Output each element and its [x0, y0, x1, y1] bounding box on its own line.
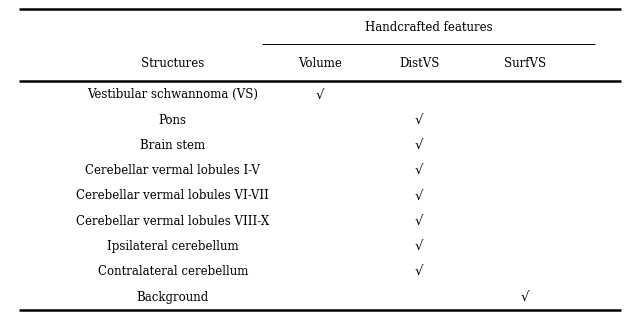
Text: Ipsilateral cerebellum: Ipsilateral cerebellum — [107, 240, 239, 253]
Text: √: √ — [415, 113, 424, 127]
Text: Pons: Pons — [159, 113, 187, 127]
Text: Contralateral cerebellum: Contralateral cerebellum — [98, 265, 248, 278]
Text: Brain stem: Brain stem — [140, 139, 205, 152]
Text: Structures: Structures — [141, 58, 204, 70]
Text: √: √ — [415, 240, 424, 253]
Text: √: √ — [415, 139, 424, 152]
Text: Handcrafted features: Handcrafted features — [365, 21, 493, 34]
Text: √: √ — [415, 265, 424, 278]
Text: Vestibular schwannoma (VS): Vestibular schwannoma (VS) — [87, 88, 259, 101]
Text: Volume: Volume — [298, 58, 342, 70]
Text: √: √ — [316, 88, 324, 101]
Text: √: √ — [415, 189, 424, 203]
Text: Background: Background — [137, 290, 209, 304]
Text: Cerebellar vermal lobules I-V: Cerebellar vermal lobules I-V — [85, 164, 260, 177]
Text: DistVS: DistVS — [399, 58, 440, 70]
Text: SurfVS: SurfVS — [504, 58, 546, 70]
Text: Cerebellar vermal lobules VIII-X: Cerebellar vermal lobules VIII-X — [76, 215, 269, 228]
Text: √: √ — [415, 164, 424, 177]
Text: Cerebellar vermal lobules VI-VII: Cerebellar vermal lobules VI-VII — [76, 189, 269, 203]
Text: √: √ — [520, 290, 529, 304]
Text: √: √ — [415, 215, 424, 228]
